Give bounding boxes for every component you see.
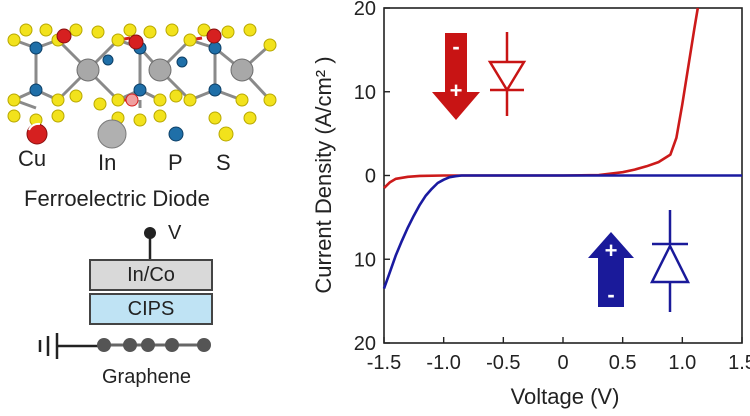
arrow-down-shaft [445, 33, 467, 93]
diode-reverse-icon [649, 210, 691, 312]
arrow-up-shaft [598, 257, 624, 307]
legend-label-cu: Cu [18, 146, 47, 171]
cips-layer [89, 293, 213, 325]
annotation-polarization-down [432, 32, 527, 120]
y-tick-label: 20 [354, 0, 376, 20]
y-tick-label: 0 [365, 166, 376, 188]
series-line-red [383, 7, 700, 190]
x-tick-label: -1.0 [426, 352, 460, 374]
x-tick-label: -0.5 [486, 352, 520, 374]
phosphorus-atoms [29, 41, 222, 97]
x-tick-label: 0 [557, 352, 568, 374]
x-tick-label: 1.0 [668, 352, 696, 374]
x-tick-label: -1.5 [367, 352, 401, 374]
arrow-down-sign-top: - [452, 34, 460, 59]
x-tick-label: 0.5 [609, 352, 637, 374]
y-axis-title: Current Density (A/cm² ) [311, 56, 336, 294]
voltage-terminal [144, 227, 156, 239]
arrow-up-sign-bottom: - [607, 282, 615, 307]
x-tick-label: 1.5 [728, 352, 750, 374]
copper-atoms [56, 28, 222, 107]
arrow-down-head [432, 92, 480, 120]
legend-in-atom [97, 119, 127, 149]
legend-s-atom [218, 126, 234, 142]
device-title: Ferroelectric Diode [24, 186, 210, 211]
legend-label-s: S [216, 150, 231, 175]
series-line-blue [382, 174, 742, 290]
graphene-label: Graphene [102, 366, 191, 388]
diode-forward-icon [487, 32, 527, 116]
y-tick-label: 10 [354, 249, 376, 271]
arrow-down-sign-bottom: + [449, 78, 463, 103]
indium-atoms [76, 58, 254, 82]
legend-label-in: In [98, 150, 117, 175]
arrow-up-head [588, 232, 634, 258]
arrow-up-sign-top: + [604, 238, 618, 263]
voltage-label: V [168, 222, 182, 244]
y-tick-label: 20 [354, 333, 376, 355]
annotation-polarization-up [588, 210, 691, 312]
x-axis-title: Voltage (V) [510, 384, 620, 409]
legend-p-atom [168, 126, 184, 142]
y-tick-label: 10 [354, 82, 376, 104]
top-electrode-label: In/Co [127, 264, 175, 286]
graphene-layer [97, 338, 211, 352]
ground-symbol [38, 333, 100, 359]
atom-legend [26, 119, 234, 149]
top-electrode-layer [89, 259, 213, 291]
cips-label: CIPS [127, 298, 175, 320]
legend-label-p: P [168, 150, 183, 175]
